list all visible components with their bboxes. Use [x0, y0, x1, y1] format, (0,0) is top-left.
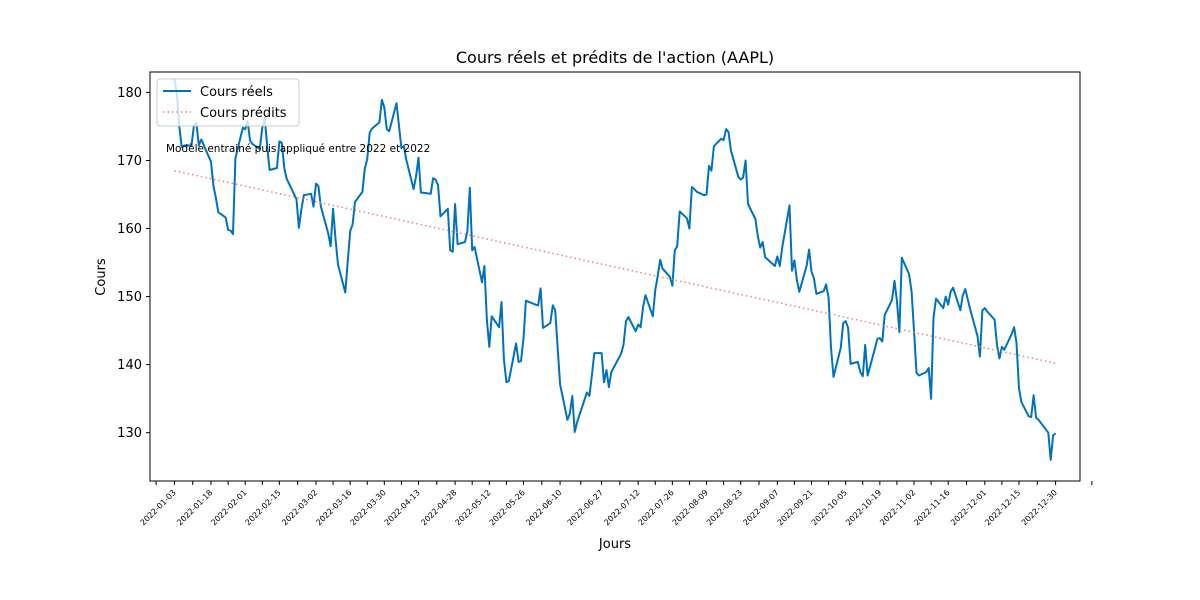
y-tick-label: 180	[117, 86, 142, 101]
plot-area	[173, 78, 1057, 461]
chart-title: Cours réels et prédits de l'action (AAPL…	[456, 48, 774, 67]
x-axis-label: Jours	[598, 537, 631, 552]
plot-frame	[149, 71, 1081, 482]
y-axis-ticks: 130 140 150 160 170 180	[117, 86, 150, 441]
series-line-predicted	[174, 169, 1056, 365]
y-tick-label: 140	[117, 358, 142, 373]
series-line-actual	[173, 78, 1057, 461]
legend: Cours réels Cours prédits	[156, 78, 300, 127]
y-axis-label: Cours	[94, 258, 109, 296]
chart-annotation: Modèle entrainé puis appliqué entre 2022…	[166, 143, 430, 155]
y-tick-label: 170	[117, 154, 142, 169]
y-tick-label: 130	[117, 426, 142, 441]
legend-box	[156, 78, 300, 127]
y-tick-label: 150	[117, 290, 142, 305]
legend-label-actual: Cours réels	[200, 85, 273, 100]
legend-label-predicted: Cours prédits	[200, 106, 287, 121]
y-tick-label: 160	[117, 222, 142, 237]
